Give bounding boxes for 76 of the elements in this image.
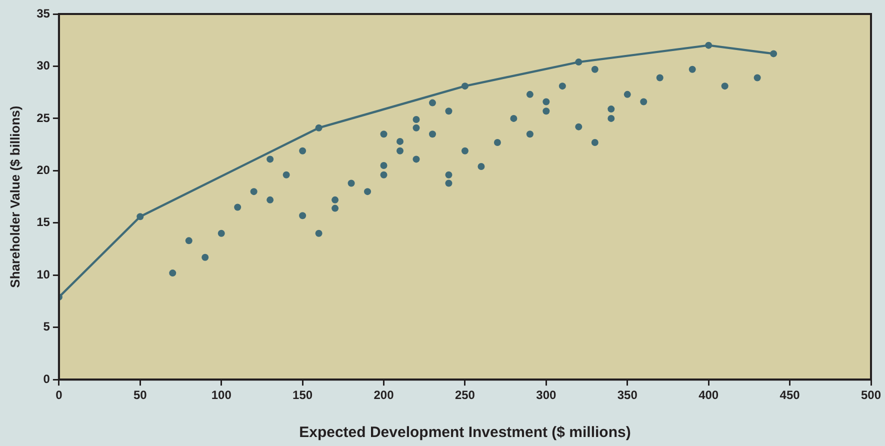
y-tick-label: 0 xyxy=(43,372,50,386)
point xyxy=(428,130,436,138)
point xyxy=(234,204,242,211)
point xyxy=(348,180,355,187)
point xyxy=(721,82,728,90)
point xyxy=(266,156,274,163)
point xyxy=(315,124,322,132)
point xyxy=(526,90,534,98)
point xyxy=(315,230,322,237)
x-tick-label: 0 xyxy=(56,388,63,402)
point xyxy=(640,98,648,106)
point xyxy=(202,254,209,261)
y-axis-title: Shareholder Value ($ billions) xyxy=(7,106,22,288)
x-tick-label: 500 xyxy=(860,388,882,402)
x-tick-label: 100 xyxy=(211,388,232,402)
point xyxy=(185,237,192,244)
point xyxy=(478,163,485,170)
point xyxy=(282,171,290,178)
point xyxy=(169,270,176,277)
point xyxy=(332,196,339,204)
point xyxy=(364,188,372,196)
point xyxy=(494,138,501,146)
point xyxy=(136,213,144,220)
point xyxy=(299,212,306,220)
point xyxy=(591,66,598,73)
point xyxy=(380,162,388,169)
x-tick-label: 300 xyxy=(536,388,557,402)
point xyxy=(218,230,225,237)
y-tick-label: 30 xyxy=(36,58,50,73)
y-tick-label: 35 xyxy=(36,6,50,20)
point xyxy=(705,42,712,49)
point xyxy=(461,82,468,90)
x-tick-label: 450 xyxy=(780,388,800,402)
point xyxy=(396,147,404,154)
point xyxy=(688,66,696,73)
point xyxy=(575,58,582,66)
x-tick-label: 150 xyxy=(292,388,313,402)
y-tick-label: 15 xyxy=(36,215,50,230)
point xyxy=(396,138,404,145)
point xyxy=(608,106,615,113)
point xyxy=(445,171,452,178)
point xyxy=(656,74,664,82)
y-tick-label: 10 xyxy=(36,267,50,282)
x-tick-label: 50 xyxy=(133,388,148,402)
point xyxy=(542,108,550,115)
x-tick-label: 250 xyxy=(454,388,476,402)
point xyxy=(380,130,388,138)
point xyxy=(428,99,436,106)
point xyxy=(624,90,631,98)
point xyxy=(542,98,550,106)
point xyxy=(591,138,598,146)
point xyxy=(380,171,388,178)
point xyxy=(770,50,778,58)
point xyxy=(754,74,761,82)
x-tick-label: 400 xyxy=(698,388,719,402)
point xyxy=(445,108,452,115)
y-tick-label: 5 xyxy=(43,320,50,334)
x-tick-label: 200 xyxy=(374,388,394,402)
x-tick-label: 350 xyxy=(617,388,638,402)
point xyxy=(250,188,258,196)
point xyxy=(510,114,518,122)
point xyxy=(412,156,420,163)
point xyxy=(526,130,534,138)
point xyxy=(299,147,306,154)
point xyxy=(575,123,582,130)
point xyxy=(266,196,274,204)
y-tick-label: 20 xyxy=(36,163,50,177)
point xyxy=(332,204,339,212)
point xyxy=(445,180,452,187)
point xyxy=(412,124,420,132)
y-tick-label: 25 xyxy=(36,110,50,125)
point xyxy=(461,147,468,154)
x-axis-title: Expected Development Investment ($ millions) xyxy=(299,424,631,442)
point xyxy=(412,116,420,123)
point xyxy=(558,82,566,90)
point xyxy=(608,114,615,122)
